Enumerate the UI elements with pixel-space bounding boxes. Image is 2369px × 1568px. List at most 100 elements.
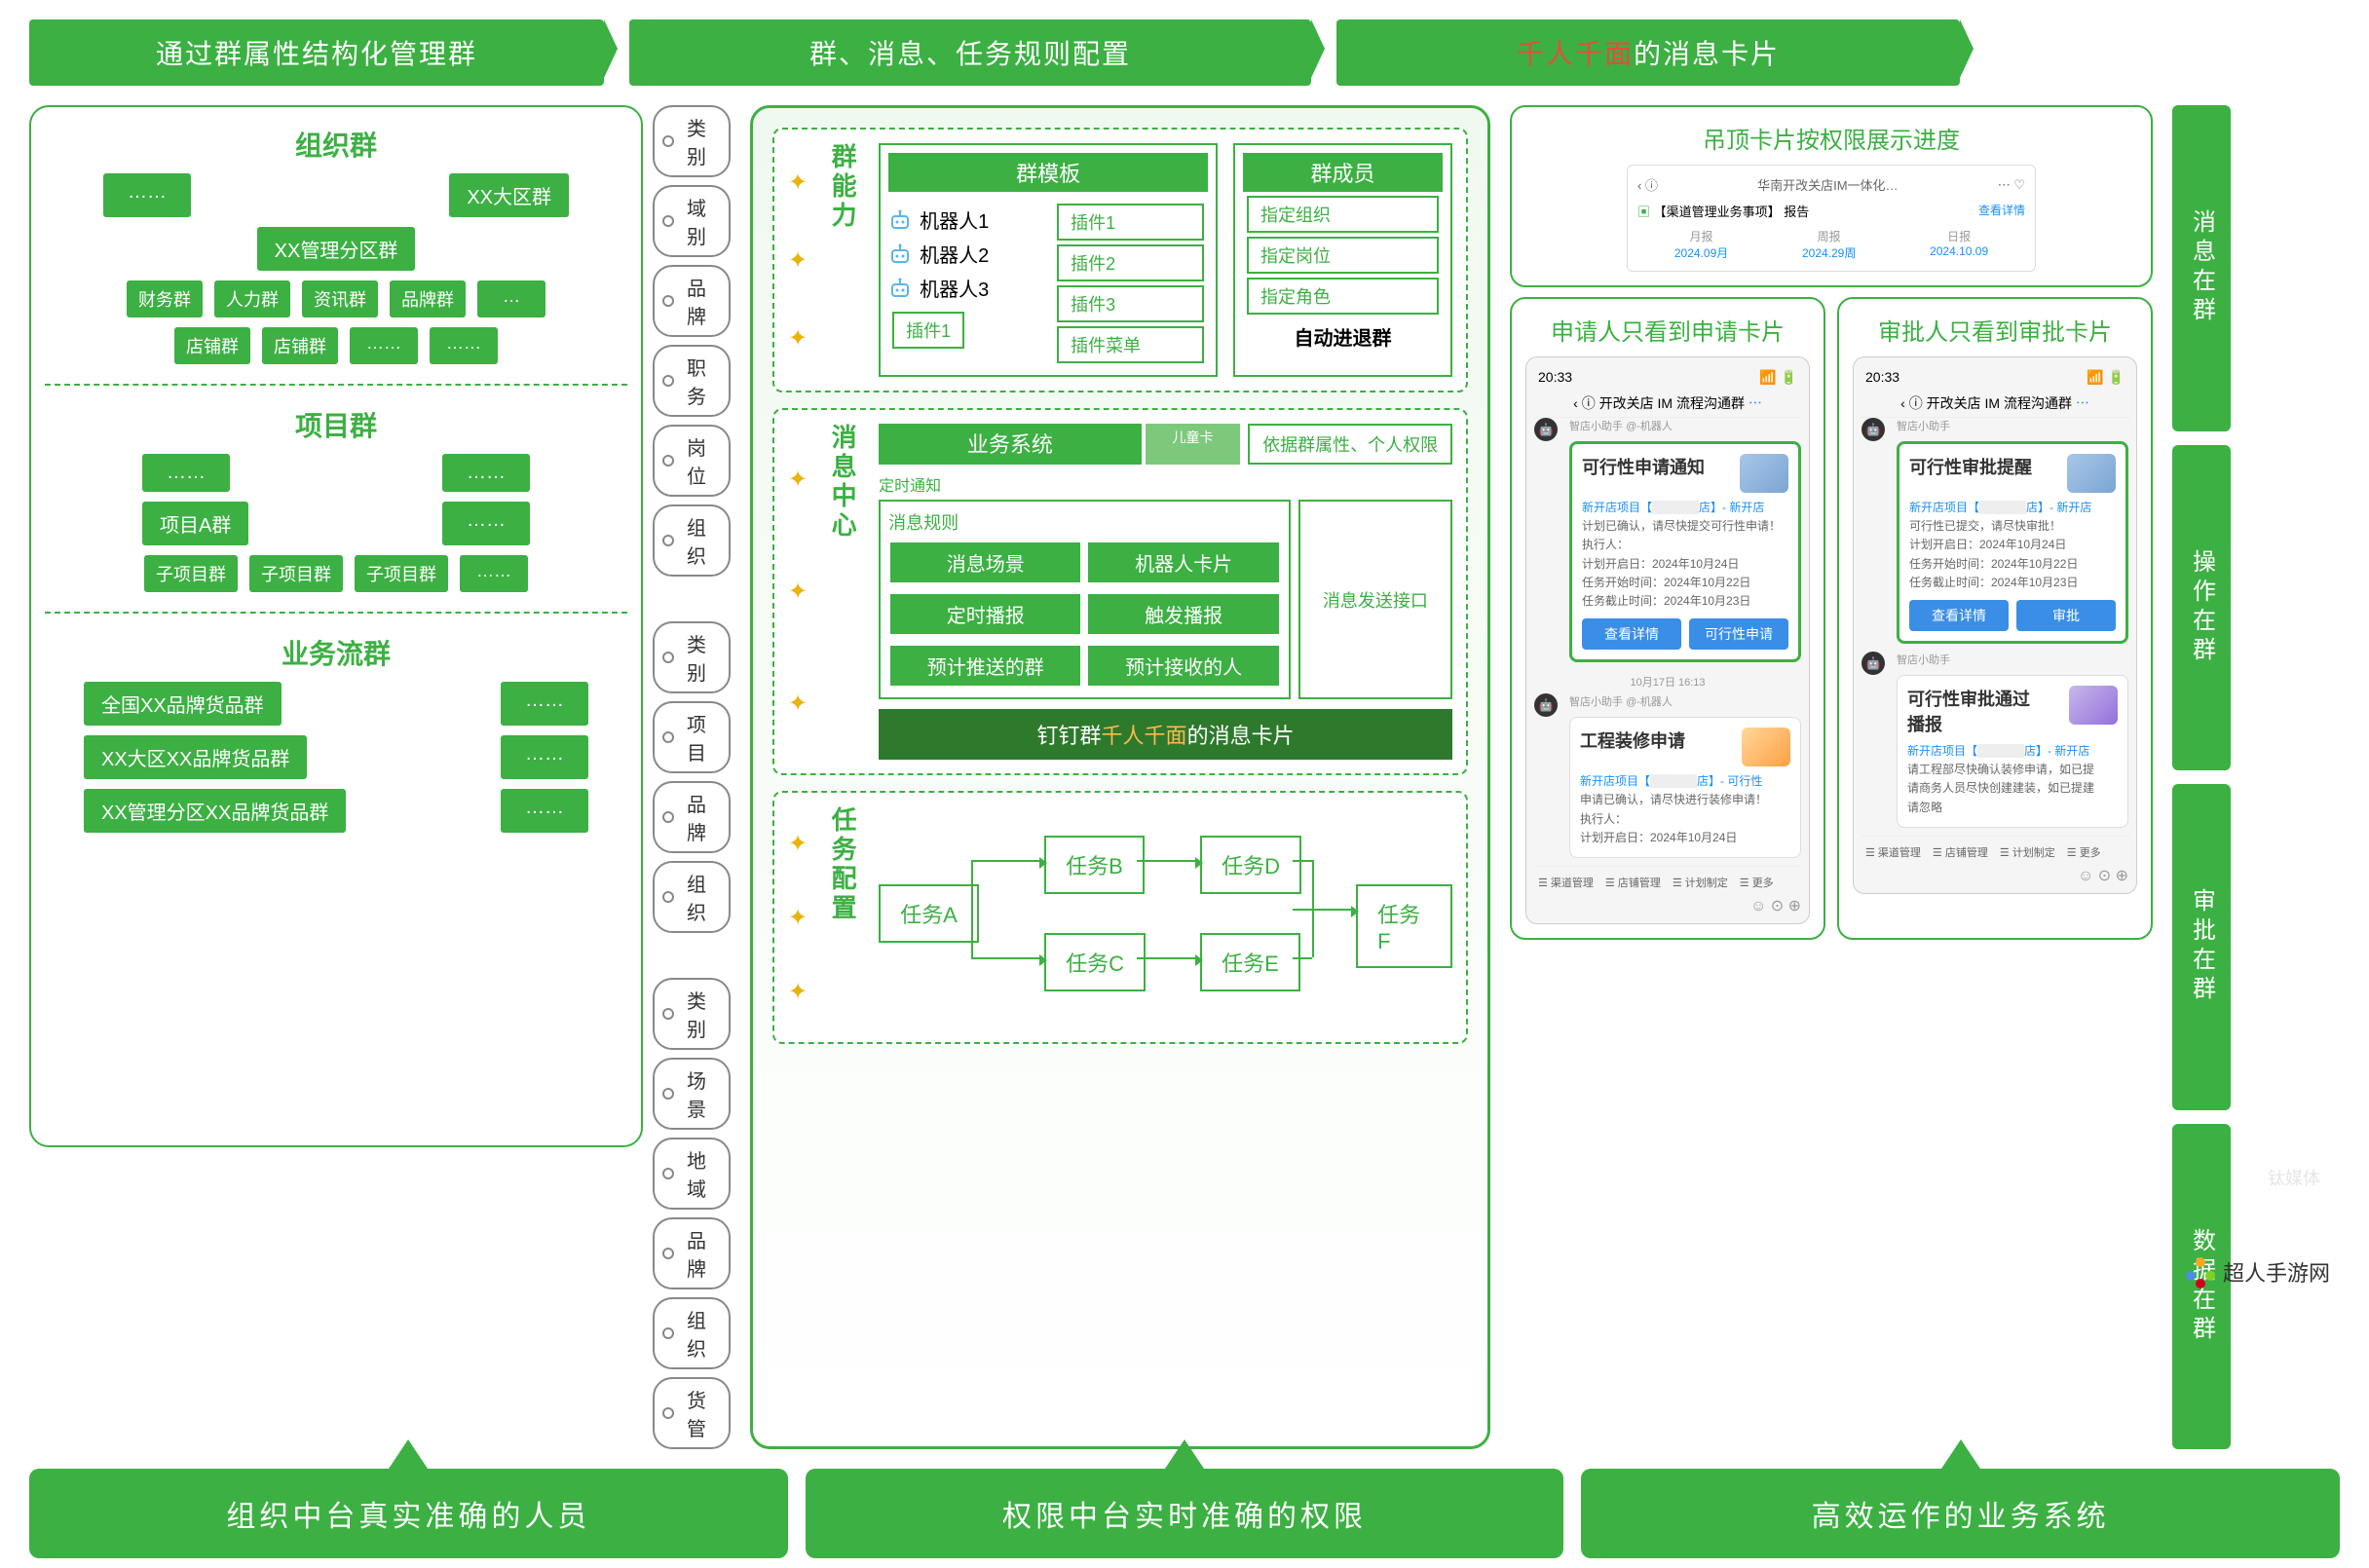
bot-avatar: 🤖: [1534, 693, 1558, 717]
child-card: 儿童卡: [1146, 424, 1241, 465]
bottom-1: 组织中台真实准确的人员: [29, 1469, 788, 1558]
tab[interactable]: ☰ 渠道管理: [1534, 873, 1598, 892]
panel-msg-center: ✦✦✦ 消息中心 业务系统 儿童卡 依据群属性、个人权限 定时通知 消息规则 消…: [772, 408, 1468, 775]
logo-icon: [2186, 1257, 2215, 1287]
task-c: 任务C: [1044, 933, 1146, 991]
tab[interactable]: ☰ 更多: [2063, 842, 2105, 862]
vtab-msg: 消息在群: [2172, 105, 2231, 431]
column-3: 吊顶卡片按权限展示进度 ‹ ⓘ 华南开改关店IM一体化… ⋯ ♡ ▣ 【渠道管理…: [1510, 105, 2153, 1449]
member-item: 指定角色: [1247, 278, 1439, 315]
timed-notify: 定时通知: [879, 472, 1452, 496]
template-box: 群模板 机器人1 机器人2 机器人3 插件1 插件1 插件2 插件3 插件菜: [879, 143, 1218, 377]
tree-node: ……: [430, 327, 498, 364]
tree-node: ……: [350, 327, 418, 364]
tree-node: ……: [142, 454, 230, 492]
apply-btn[interactable]: 可行性申请: [1689, 618, 1788, 650]
header-2: 群、消息、任务规则配置: [629, 19, 1311, 86]
tab[interactable]: ☰ 店铺管理: [1929, 842, 1992, 862]
column-1-wrap: 组织群 …… XX大区群 XX管理分区群 财务群 人力群 资讯群 品牌群 …: [29, 105, 731, 1449]
notify-title: 可行性申请通知: [1582, 454, 1705, 479]
tag: 类别: [653, 978, 731, 1050]
tag: 项目: [653, 701, 731, 773]
msg-card-approve: 可行性审批提醒 新开店项目【 店】- 新开店 可行性已提交，请尽快审批！ 计划开…: [1897, 441, 2128, 644]
project-tree: …… …… 项目A群 …… 子项目群 子项目群 子项目群 ……: [45, 454, 627, 592]
stars-icon: ✦✦✦: [788, 143, 808, 377]
view-btn[interactable]: 查看详情: [1909, 600, 2009, 631]
msg-rule-label: 消息规则: [888, 509, 1281, 535]
msg-card-broadcast: 可行性审批通过播报 新开店项目【 店】- 新开店 请工程部尽快确认装修申请，如已…: [1897, 675, 2128, 828]
tab[interactable]: ☰ 更多: [1736, 873, 1778, 892]
tree-node: 财务群: [127, 280, 203, 317]
panel-group-ability: ✦✦✦ 群能力 群模板 机器人1 机器人2 机器人3 插件1 插件1: [772, 128, 1468, 392]
tree-node: 资讯群: [302, 280, 378, 317]
vlabel-ability: 群能力: [817, 143, 869, 377]
footer-logo: 超人手游网: [2186, 1256, 2330, 1288]
phones-row: 申请人只看到申请卡片 20:33📶 🔋 ‹ ⓘ 开改关店 IM 流程沟通群 ⋯ …: [1510, 297, 2153, 940]
card-illustration: [1742, 728, 1790, 766]
tree-node: 人力群: [214, 280, 290, 317]
biz-tree: 全国XX品牌货品群 …… XX大区XX品牌货品群 …… XX管理分区XX品牌货品…: [45, 682, 627, 833]
phone-time: 20:33: [1538, 369, 1572, 386]
prog-item: 周报2024.29周: [1802, 228, 1856, 261]
tree-node: ……: [442, 454, 530, 492]
tag: 类别: [653, 105, 731, 177]
dingtalk-suffix: 的消息卡片: [1187, 724, 1295, 748]
msg-rules-box: 消息规则 消息场景 机器人卡片 定时播报 触发播报 预计推送的群 预计接收的人: [879, 500, 1291, 699]
tree-node: ……: [501, 682, 588, 726]
robot-row: 机器人2: [888, 240, 1043, 268]
card2-title: 可行性审批通过播报: [1907, 686, 2044, 736]
robot-label: 机器人1: [920, 205, 989, 234]
robot-row: 机器人3: [888, 274, 1043, 302]
task-d: 任务D: [1200, 836, 1301, 894]
plugin: 插件3: [1057, 285, 1204, 322]
msg-line: 执行人：: [1580, 810, 1790, 829]
mock-title: 华南开改关店IM一体化…: [1664, 175, 1992, 194]
robot-icon: [888, 277, 912, 300]
panel-groups: 组织群 …… XX大区群 XX管理分区群 财务群 人力群 资讯群 品牌群 …: [29, 105, 643, 1147]
rule: 预计接收的人: [1088, 646, 1278, 686]
members-box: 群成员 指定组织 指定岗位 指定角色 自动进退群: [1233, 143, 1452, 377]
tab[interactable]: ☰ 计划制定: [1996, 842, 2059, 862]
tree-node: 子项目群: [355, 555, 448, 592]
tab[interactable]: ☰ 渠道管理: [1861, 842, 1925, 862]
msg-line: 请忽略: [1907, 799, 2118, 817]
tag: 品牌: [653, 1217, 731, 1289]
panel-task-config: ✦✦✦ 任务配置 任务A 任务B 任务C 任务D 任务E 任务F: [772, 791, 1468, 1044]
vtab-op: 操作在群: [2172, 445, 2231, 771]
task-a: 任务A: [879, 884, 979, 943]
view-link[interactable]: 查看详情: [1978, 202, 2025, 220]
phone-tabs: ☰ 渠道管理 ☰ 店铺管理 ☰ 计划制定 ☰ 更多: [1861, 836, 2128, 862]
msg-line: 计划开启日：2024年10月24日: [1580, 829, 1790, 847]
tree-node: 品牌群: [390, 280, 466, 317]
phone-left-mock: 20:33📶 🔋 ‹ ⓘ 开改关店 IM 流程沟通群 ⋯ 🤖 智店小助手 @-机…: [1525, 356, 1810, 924]
tag: 组织: [653, 504, 731, 577]
tree-node: ……: [103, 173, 191, 217]
tree-node: 项目A群: [142, 502, 248, 545]
chat-title: 开改关店 IM 流程沟通群: [1599, 395, 1745, 411]
msg-line: 请商务人员尽快创建建装，如已提建: [1907, 779, 2118, 798]
bot-avatar: 🤖: [1861, 652, 1885, 675]
task-f: 任务F: [1356, 884, 1452, 968]
phone-right-panel: 审批人只看到审批卡片 20:33📶 🔋 ‹ ⓘ 开改关店 IM 流程沟通群 ⋯ …: [1837, 297, 2153, 940]
bottom-2: 权限中台实时准确的权限: [806, 1469, 1564, 1558]
approve-btn[interactable]: 审批: [2016, 600, 2116, 631]
header-3-highlight: 千人千面: [1517, 39, 1634, 69]
vtab-approve: 审批在群: [2172, 784, 2231, 1110]
msg-line: 计划开启日：2024年10月24日: [1909, 536, 2116, 554]
msg-line: 执行人：: [1582, 536, 1788, 554]
msg-card-apply: 可行性申请通知 新开店项目【 店】- 新开店 计划已确认，请尽快提交可行性申请！…: [1569, 441, 1801, 662]
tag: 组织: [653, 1297, 731, 1369]
org-title: 组织群: [45, 125, 627, 164]
tag: 职务: [653, 345, 731, 417]
right-tabs: 消息在群 操作在群 审批在群 数据在群: [2172, 105, 2231, 1449]
template-header: 群模板: [888, 153, 1208, 192]
card-illustration: [2067, 454, 2116, 493]
tab[interactable]: ☰ 计划制定: [1669, 873, 1732, 892]
view-btn[interactable]: 查看详情: [1582, 618, 1681, 650]
msg-line: 任务开始时间：2024年10月22日: [1582, 574, 1788, 592]
phone-right-title: 审批人只看到审批卡片: [1853, 313, 2137, 347]
rule: 预计推送的群: [890, 646, 1080, 686]
input-icons: ☺ ⊙ ⊕: [1861, 862, 2128, 885]
tab[interactable]: ☰ 店铺管理: [1601, 873, 1665, 892]
rule: 机器人卡片: [1088, 542, 1278, 582]
